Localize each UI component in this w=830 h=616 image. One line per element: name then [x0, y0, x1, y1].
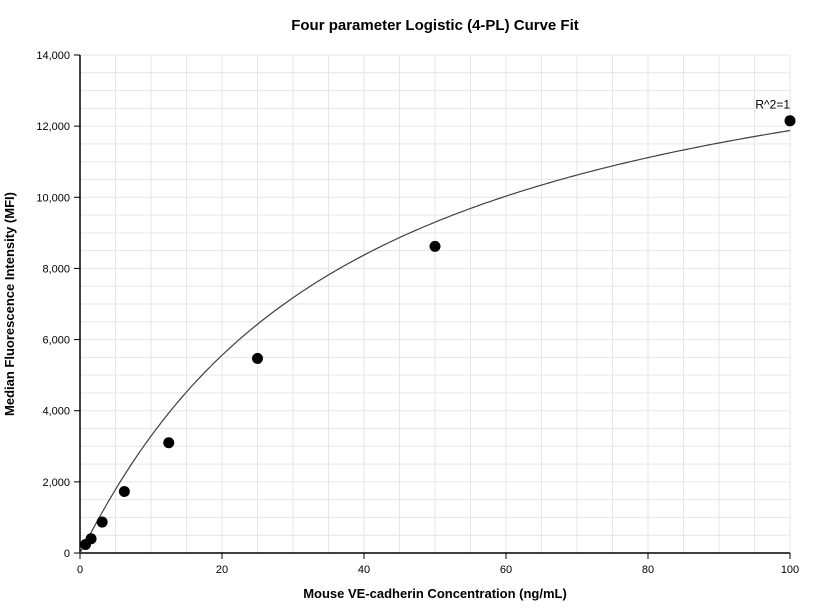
grid	[80, 55, 790, 553]
y-tick-label: 6,000	[42, 335, 70, 347]
x-axis-label: Mouse VE-cadherin Concentration (ng/mL)	[303, 586, 567, 601]
x-tick-label: 80	[642, 564, 654, 576]
r-squared-annotation: R^2=1	[755, 97, 790, 111]
data-point	[785, 115, 796, 126]
chart-title: Four parameter Logistic (4-PL) Curve Fit	[291, 17, 579, 34]
y-axis-label: Median Fluorescence Intensity (MFI)	[2, 192, 17, 416]
data-point	[86, 533, 97, 544]
y-tick-label: 2,000	[42, 477, 70, 489]
x-tick-label: 60	[500, 564, 512, 576]
y-tick-label: 0	[64, 548, 70, 560]
data-point	[252, 353, 263, 364]
x-tick-label: 100	[781, 564, 799, 576]
chart-background	[0, 0, 830, 616]
data-point	[119, 486, 130, 497]
data-point	[97, 517, 108, 528]
y-tick-label: 10,000	[36, 192, 70, 204]
y-tick-label: 8,000	[42, 263, 70, 275]
chart-container: Four parameter Logistic (4-PL) Curve Fit…	[0, 0, 830, 616]
x-tick-label: 40	[358, 564, 370, 576]
y-tick-label: 14,000	[36, 50, 70, 62]
y-tick-label: 12,000	[36, 121, 70, 133]
x-tick-label: 0	[77, 564, 83, 576]
x-tick-label: 20	[216, 564, 228, 576]
chart-svg: Four parameter Logistic (4-PL) Curve Fit…	[0, 0, 830, 616]
y-tick-label: 4,000	[42, 406, 70, 418]
data-point	[163, 437, 174, 448]
data-point	[430, 241, 441, 252]
